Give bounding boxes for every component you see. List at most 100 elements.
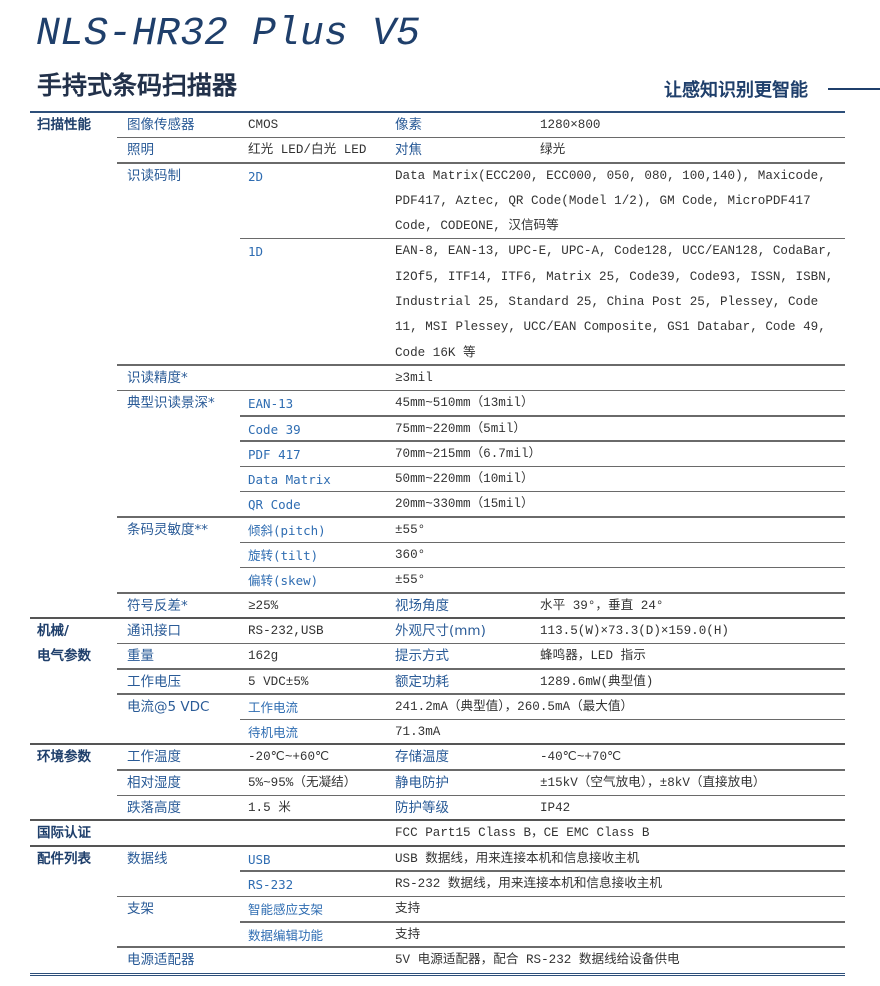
row-divider [240,541,845,544]
spec-label: 工作温度 [127,749,181,766]
spec-sublabel: 工作电流 [248,699,299,715]
spec-value: 支持 [395,902,421,917]
spec-sublabel: 待机电流 [248,725,299,741]
spec-value-secondary: ±15kV（空气放电），±8kV（直接放电） [540,775,766,790]
spec-sublabel: 旋转(tilt) [248,548,319,564]
spec-value: 5 VDC±5% [248,674,309,689]
spec-value: 162g [248,649,279,664]
row-divider [30,844,845,847]
spec-row: PDF 417 70mm~215mm（6.7mil） [30,442,845,468]
spec-section: 扫描性能 图像传感器 CMOS 像素 1280×800 照明 红光 LED/白光 LED 对焦… [30,113,845,619]
section-title: 扫描性能 [37,117,91,133]
spec-label-secondary: 视场角度 [395,597,449,614]
slogan: 让感知识别更智能 [664,80,808,101]
spec-label: 工作电压 [127,673,181,690]
spec-row: 电源适配器 5V 电源适配器，配合 RS-232 数据线给设备供电 [30,948,845,973]
spec-value: 71.3mA [395,725,441,740]
spec-row: FCC Part15 Class B，CE EMC Class B [30,821,845,847]
spec-value: FCC Part15 Class B，CE EMC Class B [395,826,650,841]
section-title: 环境参数 [37,749,91,766]
spec-row: 识读码制 2D Data Matrix(ECC200, ECC000, 050, 0… [30,164,845,240]
spec-value-secondary: -40℃~+70℃ [540,750,622,765]
spec-value: 75mm~220mm（5mil） [395,421,526,436]
spec-row: 跌落高度 1.5 米 防护等级 IP42 [30,796,845,822]
row-divider [30,819,845,822]
spec-section: 国际认证 FCC Part15 Class B，CE EMC Class B [30,821,845,847]
spec-label-secondary: 提示方式 [395,648,449,665]
spec-value-secondary: IP42 [540,801,571,816]
spec-label-secondary: 对焦 [395,142,422,159]
row-divider [240,490,845,493]
spec-label: 识读码制 [127,167,181,184]
row-divider [240,237,845,240]
spec-sublabel: RS-232 [248,876,294,892]
spec-row: 1D EAN-8, EAN-13, UPC-E, UPC-A, Code128, … [30,239,845,366]
row-divider [117,946,845,948]
spec-value: ≥3mil [395,370,433,385]
row-divider [117,364,845,366]
row-divider [117,136,845,139]
spec-row: 待机电流 71.3mA [30,720,845,746]
spec-value-secondary: 1280×800 [540,118,601,132]
spec-label: 符号反差* [127,597,188,614]
spec-value: 45mm~510mm（13mil） [395,396,534,411]
spec-value-secondary: 1289.6mW(典型值) [540,674,654,689]
spec-row: 照明 红光 LED/白光 LED 对焦 绿光 [30,138,845,164]
spec-sublabel: USB [248,851,271,867]
spec-row: 旋转(tilt) 360° [30,543,845,569]
spec-sublabel: 偏转(skew) [248,573,319,589]
spec-value: EAN-8, EAN-13, UPC-E, UPC-A, Code128, UC… [395,244,834,360]
row-divider [240,921,845,923]
spec-label-secondary: 额定功耗 [395,673,449,690]
spec-row: Code 39 75mm~220mm（5mil） [30,417,845,442]
spec-sublabel: PDF 417 [248,446,301,462]
spec-label-secondary: 存储温度 [395,749,449,766]
row-divider [117,642,845,645]
spec-value: CMOS [248,118,279,132]
row-divider [117,592,845,594]
spec-value: 50mm~220mm（10mil） [395,472,534,487]
spec-value: USB 数据线，用来连接本机和信息接收主机 [395,851,640,866]
row-divider [240,566,845,569]
spec-value-secondary: 113.5(W)×73.3(D)×159.0(H) [540,623,729,638]
spec-label-secondary: 像素 [395,117,422,133]
spec-row: 相对湿度 5%~95%（无凝结） 静电防护 ±15kV（空气放电），±8kV（直接放电… [30,771,845,797]
spec-value: -20℃~+60℃ [248,750,330,765]
spec-label: 跌落高度 [127,800,181,817]
spec-value: RS-232 数据线，用来连接本机和信息接收主机 [395,876,662,891]
spec-section: 配件列表 数据线 USB USB 数据线，用来连接本机和信息接收主机 RS-232 RS-… [30,847,845,973]
row-divider [117,769,845,771]
section-title: 机械/ 电气参数 [37,622,91,665]
spec-value: 5V 电源适配器，配合 RS-232 数据线给设备供电 [395,952,680,967]
spec-value-secondary: 水平 39°，垂直 24° [540,598,664,613]
spec-row: 偏转(skew) ±55° [30,568,845,594]
spec-table: 扫描性能 图像传感器 CMOS 像素 1280×800 照明 红光 LED/白光 LED 对焦… [30,111,845,977]
row-divider [240,465,845,468]
spec-sublabel: 倾斜(pitch) [248,522,326,538]
row-divider [240,718,845,721]
spec-row: 条码灵敏度** 倾斜(pitch) ±55° [30,518,845,544]
row-divider [117,895,845,898]
spec-label: 电源适配器 [127,951,195,968]
row-divider [117,516,845,518]
spec-label: 支架 [127,901,154,918]
row-divider [117,162,845,164]
product-subtitle: 手持式条码扫描器 [37,71,238,100]
spec-label: 条码灵敏度** [127,521,208,538]
spec-value: 1.5 米 [248,801,291,816]
spec-value: 241.2mA（典型值），260.5mA（最大值） [395,699,634,714]
spec-value: 20mm~330mm（15mil） [395,497,534,512]
row-divider [30,616,845,619]
spec-sublabel: EAN-13 [248,396,294,412]
row-divider [117,668,845,670]
row-divider [240,440,845,442]
spec-value: RS-232,USB [248,623,324,638]
spec-sublabel: QR Code [248,497,301,513]
spec-sublabel: Code 39 [248,421,301,437]
model-title: NLS-HR32 Plus V5 [36,12,421,57]
spec-label: 照明 [127,142,154,159]
spec-label: 识读精度* [127,369,188,386]
spec-label: 通讯接口 [127,622,181,639]
spec-value: ±55° [395,573,426,588]
row-divider [117,389,845,392]
